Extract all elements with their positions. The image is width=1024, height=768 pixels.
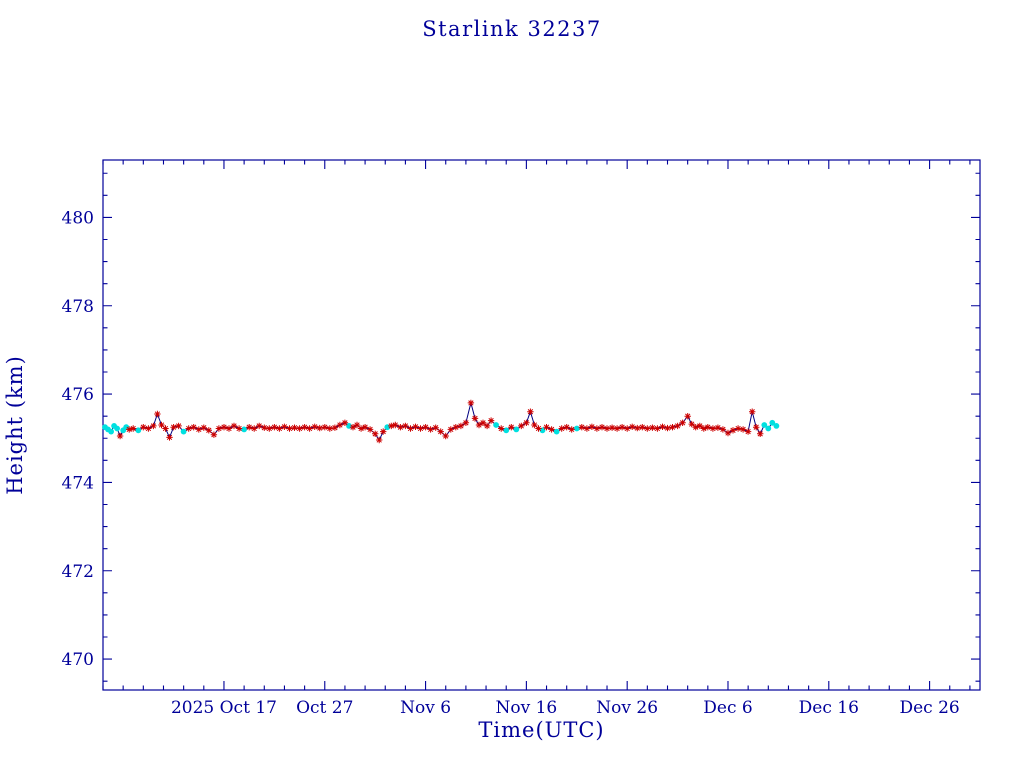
cyan-dot-marker [573,425,580,432]
x-tick-label: Dec 26 [899,698,959,718]
cyan-dot-marker [553,428,560,435]
y-tick-label: 470 [62,650,94,670]
x-tick-label: Dec 6 [703,698,752,718]
x-axis-label: Time(UTC) [478,718,604,742]
cyan-dot-marker [769,419,776,426]
y-tick-label: 480 [62,208,94,228]
cyan-dot-marker [114,425,120,432]
plot-border [102,159,981,691]
red-asterisk-markers [116,399,764,444]
axis-ticks [102,160,980,690]
x-tick-label: Nov 6 [400,698,451,718]
cyan-dot-marker [493,422,499,428]
cyan-dot-marker [513,426,520,433]
cyan-dot-marker [761,422,768,428]
y-tick-label: 474 [62,473,94,493]
y-axis-label: Height (km) [3,355,27,495]
cyan-dot-marker [773,423,780,429]
cyan-dot-marker [123,424,130,431]
cyan-dot-marker [180,428,187,435]
cyan-dot-marker [108,428,114,435]
cyan-dot-marker [503,427,510,434]
x-tick-label: Oct 27 [296,698,353,718]
x-tick-label: 2025 Oct 17 [171,698,277,718]
cyan-dot-marker [135,427,142,434]
y-tick-label: 478 [62,297,94,317]
cyan-dot-marker [241,426,248,433]
chart-title: Starlink 32237 [422,17,602,41]
y-tick-label: 472 [62,562,94,582]
x-tick-label: Dec 16 [799,698,859,718]
y-tick-label: 476 [62,385,94,405]
x-tick-label: Nov 16 [496,698,558,718]
cyan-dot-marker [765,425,772,432]
x-tick-label: Nov 26 [596,698,658,718]
